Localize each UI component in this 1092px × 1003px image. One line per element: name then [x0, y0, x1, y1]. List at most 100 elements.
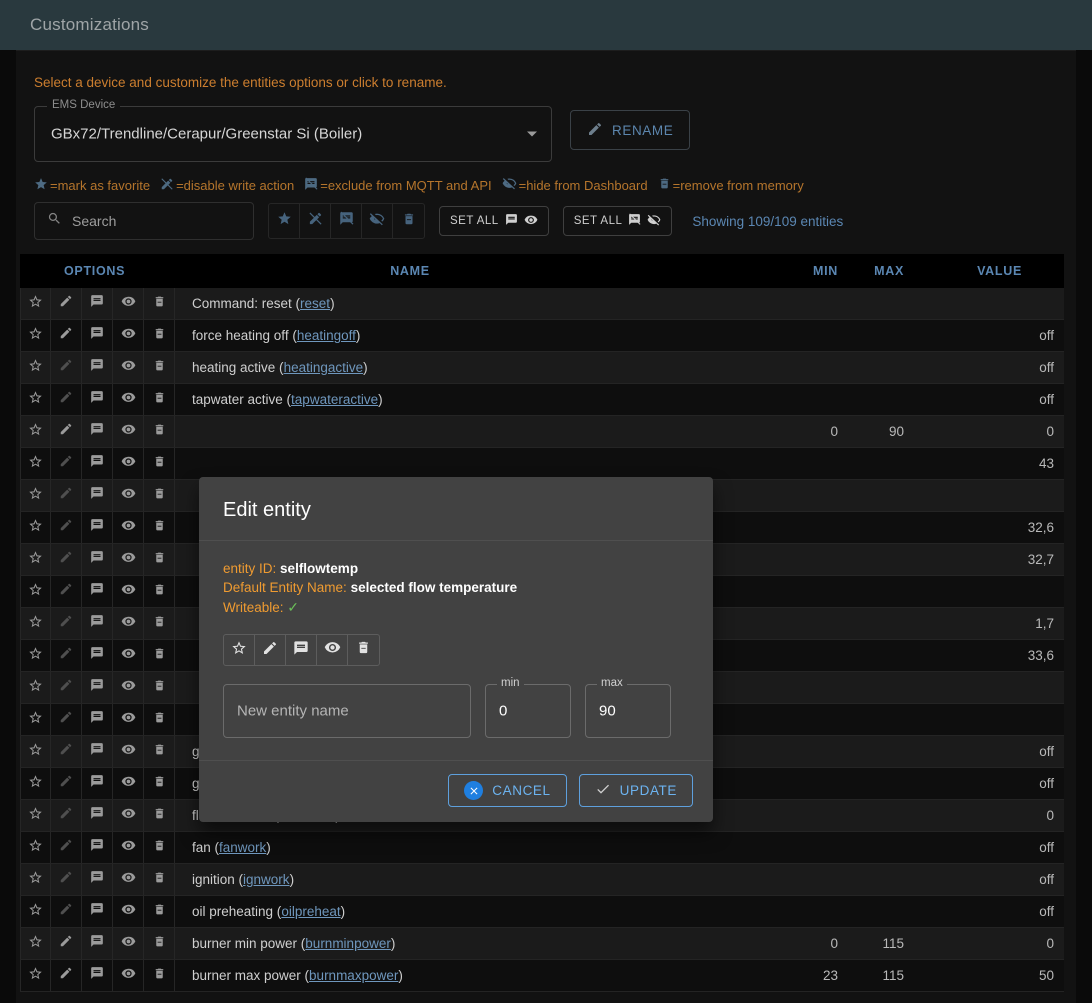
row-mqtt-button[interactable]: [82, 320, 113, 351]
dialog-write-button[interactable]: [255, 635, 286, 665]
row-visibility-button[interactable]: [113, 320, 144, 351]
row-favorite-button[interactable]: [20, 608, 51, 639]
row-visibility-button[interactable]: [113, 864, 144, 895]
row-mqtt-button[interactable]: [82, 704, 113, 735]
entity-id-link[interactable]: ignwork: [243, 872, 290, 887]
column-header-value[interactable]: VALUE: [977, 264, 1022, 278]
row-delete-button[interactable]: [144, 320, 175, 351]
row-write-button[interactable]: [51, 928, 82, 959]
row-mqtt-button[interactable]: [82, 864, 113, 895]
row-name-cell[interactable]: force heating off (heatingoff): [192, 328, 361, 343]
filter-favorite-button[interactable]: [269, 204, 300, 238]
row-mqtt-button[interactable]: [82, 544, 113, 575]
cancel-button[interactable]: CANCEL: [448, 774, 567, 807]
row-favorite-button[interactable]: [20, 960, 51, 991]
row-delete-button[interactable]: [144, 608, 175, 639]
row-favorite-button[interactable]: [20, 864, 51, 895]
set-all-hide-button[interactable]: SET ALL: [562, 206, 673, 236]
row-visibility-button[interactable]: [113, 896, 144, 927]
row-mqtt-button[interactable]: [82, 448, 113, 479]
column-header-name[interactable]: NAME: [390, 264, 430, 278]
table-row[interactable]: 43: [20, 448, 1064, 480]
row-mqtt-button[interactable]: [82, 480, 113, 511]
row-mqtt-button[interactable]: [82, 768, 113, 799]
column-header-max[interactable]: MAX: [874, 264, 904, 278]
dialog-mqtt-button[interactable]: [286, 635, 317, 665]
new-entity-name-input[interactable]: New entity name: [223, 684, 471, 738]
row-write-button[interactable]: [51, 352, 82, 383]
row-visibility-button[interactable]: [113, 768, 144, 799]
table-row[interactable]: fan (fanwork) off: [20, 832, 1064, 864]
row-write-button[interactable]: [51, 416, 82, 447]
row-favorite-button[interactable]: [20, 768, 51, 799]
row-write-button[interactable]: [51, 832, 82, 863]
row-name-cell[interactable]: fan (fanwork): [192, 840, 271, 855]
row-write-button[interactable]: [51, 608, 82, 639]
search-input[interactable]: Search: [34, 202, 254, 240]
row-mqtt-button[interactable]: [82, 960, 113, 991]
row-visibility-button[interactable]: [113, 384, 144, 415]
row-favorite-button[interactable]: [20, 288, 51, 319]
row-delete-button[interactable]: [144, 544, 175, 575]
row-favorite-button[interactable]: [20, 512, 51, 543]
row-mqtt-button[interactable]: [82, 352, 113, 383]
table-row[interactable]: ignition (ignwork) off: [20, 864, 1064, 896]
dialog-visibility-button[interactable]: [317, 635, 348, 665]
row-visibility-button[interactable]: [113, 672, 144, 703]
column-header-options[interactable]: OPTIONS: [64, 264, 126, 278]
row-favorite-button[interactable]: [20, 640, 51, 671]
filter-disable-write-button[interactable]: [300, 204, 331, 238]
row-delete-button[interactable]: [144, 448, 175, 479]
entity-id-link[interactable]: tapwateractive: [291, 392, 379, 407]
row-favorite-button[interactable]: [20, 384, 51, 415]
row-delete-button[interactable]: [144, 512, 175, 543]
row-visibility-button[interactable]: [113, 480, 144, 511]
row-favorite-button[interactable]: [20, 704, 51, 735]
row-write-button[interactable]: [51, 768, 82, 799]
row-write-button[interactable]: [51, 384, 82, 415]
row-favorite-button[interactable]: [20, 544, 51, 575]
table-row[interactable]: force heating off (heatingoff) off: [20, 320, 1064, 352]
row-mqtt-button[interactable]: [82, 384, 113, 415]
min-input[interactable]: min 0: [485, 677, 571, 738]
row-visibility-button[interactable]: [113, 288, 144, 319]
row-write-button[interactable]: [51, 480, 82, 511]
row-write-button[interactable]: [51, 864, 82, 895]
row-mqtt-button[interactable]: [82, 576, 113, 607]
row-mqtt-button[interactable]: [82, 512, 113, 543]
dialog-delete-button[interactable]: [348, 635, 379, 665]
row-visibility-button[interactable]: [113, 608, 144, 639]
row-name-cell[interactable]: ignition (ignwork): [192, 872, 295, 887]
row-mqtt-button[interactable]: [82, 928, 113, 959]
entity-id-link[interactable]: burnminpower: [305, 936, 391, 951]
entity-id-link[interactable]: oilpreheat: [281, 904, 341, 919]
row-write-button[interactable]: [51, 672, 82, 703]
row-write-button[interactable]: [51, 960, 82, 991]
row-mqtt-button[interactable]: [82, 416, 113, 447]
row-write-button[interactable]: [51, 896, 82, 927]
row-write-button[interactable]: [51, 576, 82, 607]
row-mqtt-button[interactable]: [82, 640, 113, 671]
row-mqtt-button[interactable]: [82, 800, 113, 831]
row-write-button[interactable]: [51, 704, 82, 735]
table-row[interactable]: oil preheating (oilpreheat) off: [20, 896, 1064, 928]
column-header-min[interactable]: MIN: [812, 264, 838, 278]
row-favorite-button[interactable]: [20, 832, 51, 863]
row-write-button[interactable]: [51, 448, 82, 479]
row-visibility-button[interactable]: [113, 704, 144, 735]
max-input[interactable]: max 90: [585, 677, 671, 738]
row-visibility-button[interactable]: [113, 928, 144, 959]
row-mqtt-button[interactable]: [82, 608, 113, 639]
table-row[interactable]: heating active (heatingactive) off: [20, 352, 1064, 384]
row-favorite-button[interactable]: [20, 800, 51, 831]
dialog-favorite-button[interactable]: [224, 635, 255, 665]
row-mqtt-button[interactable]: [82, 288, 113, 319]
row-delete-button[interactable]: [144, 768, 175, 799]
table-row[interactable]: burner max power (burnmaxpower) 23 115 50: [20, 960, 1064, 992]
row-visibility-button[interactable]: [113, 640, 144, 671]
row-favorite-button[interactable]: [20, 480, 51, 511]
table-row[interactable]: tapwater active (tapwateractive) off: [20, 384, 1064, 416]
row-mqtt-button[interactable]: [82, 672, 113, 703]
row-visibility-button[interactable]: [113, 960, 144, 991]
table-row[interactable]: Command: reset (reset): [20, 288, 1064, 320]
